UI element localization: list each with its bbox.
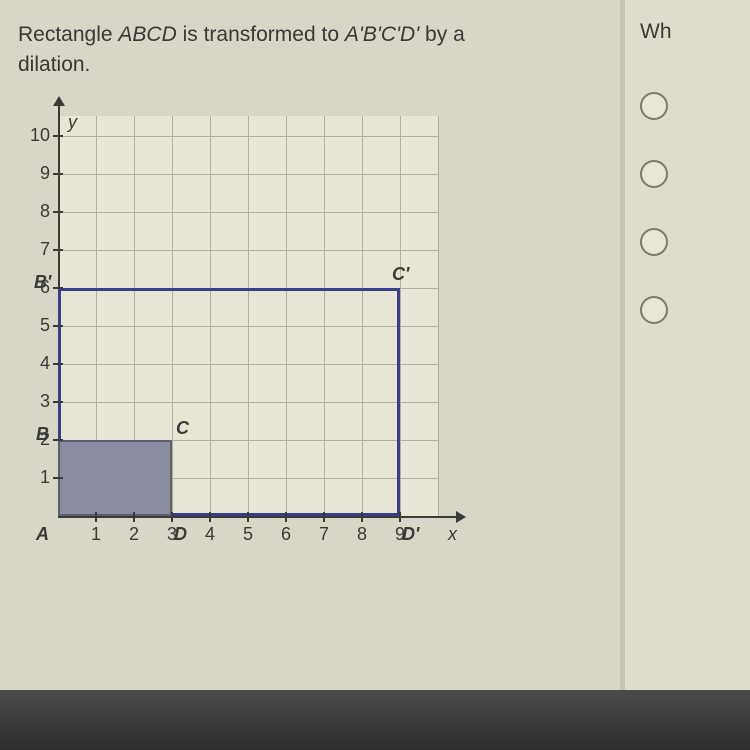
tick-y: [53, 249, 63, 251]
question-text: Rectangle ABCD is transformed to A'B'C'D…: [18, 20, 602, 81]
y-tick-label: 8: [22, 201, 50, 222]
tick-x: [285, 512, 287, 522]
text: Rectangle: [18, 23, 118, 46]
gridline-h: [58, 212, 438, 213]
y-tick-label: 4: [22, 353, 50, 374]
aprime: A'B'C'D': [345, 23, 419, 46]
tick-y: [53, 363, 63, 365]
y-tick-label: 10: [22, 125, 50, 146]
x-tick-label: 5: [238, 524, 258, 545]
tick-y: [53, 325, 63, 327]
gridline-h: [58, 174, 438, 175]
rectangle-abcd: [58, 440, 172, 516]
tick-y: [53, 477, 63, 479]
tick-x: [95, 512, 97, 522]
y-tick-label: 1: [22, 467, 50, 488]
tick-y: [53, 287, 63, 289]
tick-y: [53, 401, 63, 403]
y-tick-label: 9: [22, 163, 50, 184]
tick-x: [171, 512, 173, 522]
x-tick-label: 8: [352, 524, 372, 545]
y-axis-label: y: [68, 112, 77, 133]
tick-y: [53, 211, 63, 213]
radio-option-2[interactable]: [640, 160, 668, 188]
coordinate-graph: y x A B C D B' C' D' 1234567891012345678…: [18, 106, 458, 556]
y-tick-label: 6: [22, 277, 50, 298]
y-tick-label: 7: [22, 239, 50, 260]
tick-x: [209, 512, 211, 522]
y-tick-label: 3: [22, 391, 50, 412]
text: is transformed to: [177, 23, 345, 46]
bottom-bar: [0, 690, 750, 750]
label-a: A: [36, 524, 49, 545]
tick-x: [399, 512, 401, 522]
gridline-v: [400, 116, 401, 516]
x-tick-label: 4: [200, 524, 220, 545]
tick-x: [133, 512, 135, 522]
y-tick-label: 2: [22, 429, 50, 450]
label-cprime: C': [392, 264, 409, 285]
x-tick-label: 2: [124, 524, 144, 545]
x-axis: [58, 516, 458, 518]
tick-y: [53, 135, 63, 137]
x-tick-label: 3: [162, 524, 182, 545]
x-tick-label: 7: [314, 524, 334, 545]
text: by a: [419, 23, 465, 46]
x-tick-label: 1: [86, 524, 106, 545]
x-axis-label: x: [448, 524, 457, 545]
label-c: C: [176, 418, 189, 439]
abcd: ABCD: [118, 23, 176, 46]
answer-panel: Wh: [625, 0, 750, 690]
y-tick-label: 5: [22, 315, 50, 336]
right-title: Wh: [640, 20, 750, 44]
gridline-h: [58, 250, 438, 251]
radio-option-4[interactable]: [640, 296, 668, 324]
x-tick-label: 6: [276, 524, 296, 545]
radio-option-1[interactable]: [640, 92, 668, 120]
tick-x: [247, 512, 249, 522]
radio-option-3[interactable]: [640, 228, 668, 256]
tick-y: [53, 439, 63, 441]
question-panel: Rectangle ABCD is transformed to A'B'C'D…: [0, 0, 620, 690]
text: dilation.: [18, 53, 90, 76]
y-axis-arrow: [53, 96, 65, 106]
x-axis-arrow: [456, 511, 466, 523]
tick-y: [53, 173, 63, 175]
gridline-h: [58, 136, 438, 137]
x-tick-label: 9: [390, 524, 410, 545]
tick-x: [323, 512, 325, 522]
gridline-v: [438, 116, 439, 516]
tick-x: [361, 512, 363, 522]
